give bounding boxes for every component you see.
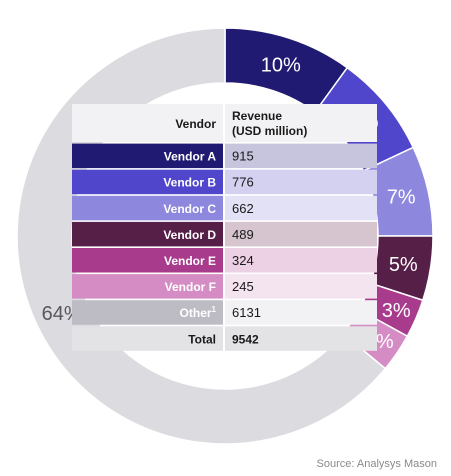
table-row-vendor-d-vendor-cell [72, 221, 223, 247]
table-row-vendor-c-revenue: 662 [232, 201, 254, 216]
table-row-vendor-a-vendor-cell [72, 143, 223, 169]
table-header-revenue: Revenue [232, 109, 282, 123]
table-row-vendor-b-revenue: 776 [232, 175, 254, 190]
table-row-vendor-b-vendor-cell [72, 169, 223, 195]
table-header-revenue-cell [225, 104, 377, 142]
table-row-vendor-c-value-cell [225, 195, 377, 221]
slice-label-vendor-e: 3% [382, 300, 411, 322]
table-row-vendor-f-revenue: 245 [232, 279, 254, 294]
table-row-vendor-e-revenue: 324 [232, 253, 254, 268]
slice-label-other: 64% [42, 303, 82, 325]
table-row-vendor-d-revenue: 489 [232, 227, 254, 242]
table-total-label: Total [188, 332, 216, 346]
table-header-vendor: Vendor [175, 117, 216, 131]
table-row-vendor-b-vendor: Vendor B [163, 176, 216, 190]
table-row-vendor-f-vendor: Vendor F [165, 280, 216, 294]
source-note: Source: Analysys Mason [316, 458, 437, 470]
table-row-vendor-a-revenue: 915 [232, 149, 254, 164]
slice-label-vendor-d: 5% [389, 254, 418, 276]
table-row-vendor-a-vendor: Vendor A [164, 150, 217, 164]
slice-label-vendor-c: 7% [387, 187, 416, 209]
table-total-value: 9542 [232, 332, 259, 346]
table-row-vendor-c-vendor: Vendor C [163, 202, 216, 216]
table-total-value-cell [225, 326, 377, 351]
table-row-other-value-cell [225, 300, 377, 325]
table-row-vendor-f-vendor-cell [72, 274, 223, 299]
table-row-vendor-e-value-cell [225, 248, 377, 273]
slice-label-vendor-a: 10% [261, 54, 301, 76]
table-row-vendor-d-value-cell [225, 221, 377, 247]
revenue-table: Vendor Revenue(USD million) Vendor A 915 Ven… [72, 104, 377, 351]
table-row-vendor-e-vendor-cell [72, 248, 223, 273]
table-header-revenue-unit: (USD million) [232, 124, 307, 138]
table-row-vendor-b-value-cell [225, 169, 377, 195]
table-row-other-vendor-cell [72, 300, 223, 325]
table-row-vendor-e-vendor: Vendor E [164, 254, 216, 268]
table-row-vendor-c-vendor-cell [72, 195, 223, 221]
table-row-vendor-f-value-cell [225, 274, 377, 299]
table-header-vendor-cell [72, 104, 223, 142]
table-row-vendor-d-vendor: Vendor D [163, 228, 216, 242]
table-row-other-revenue: 6131 [232, 305, 261, 320]
table-row-vendor-a-value-cell [225, 143, 377, 169]
table-total-label-cell [72, 326, 223, 351]
table-row-other-vendor: Other1 [180, 305, 217, 320]
